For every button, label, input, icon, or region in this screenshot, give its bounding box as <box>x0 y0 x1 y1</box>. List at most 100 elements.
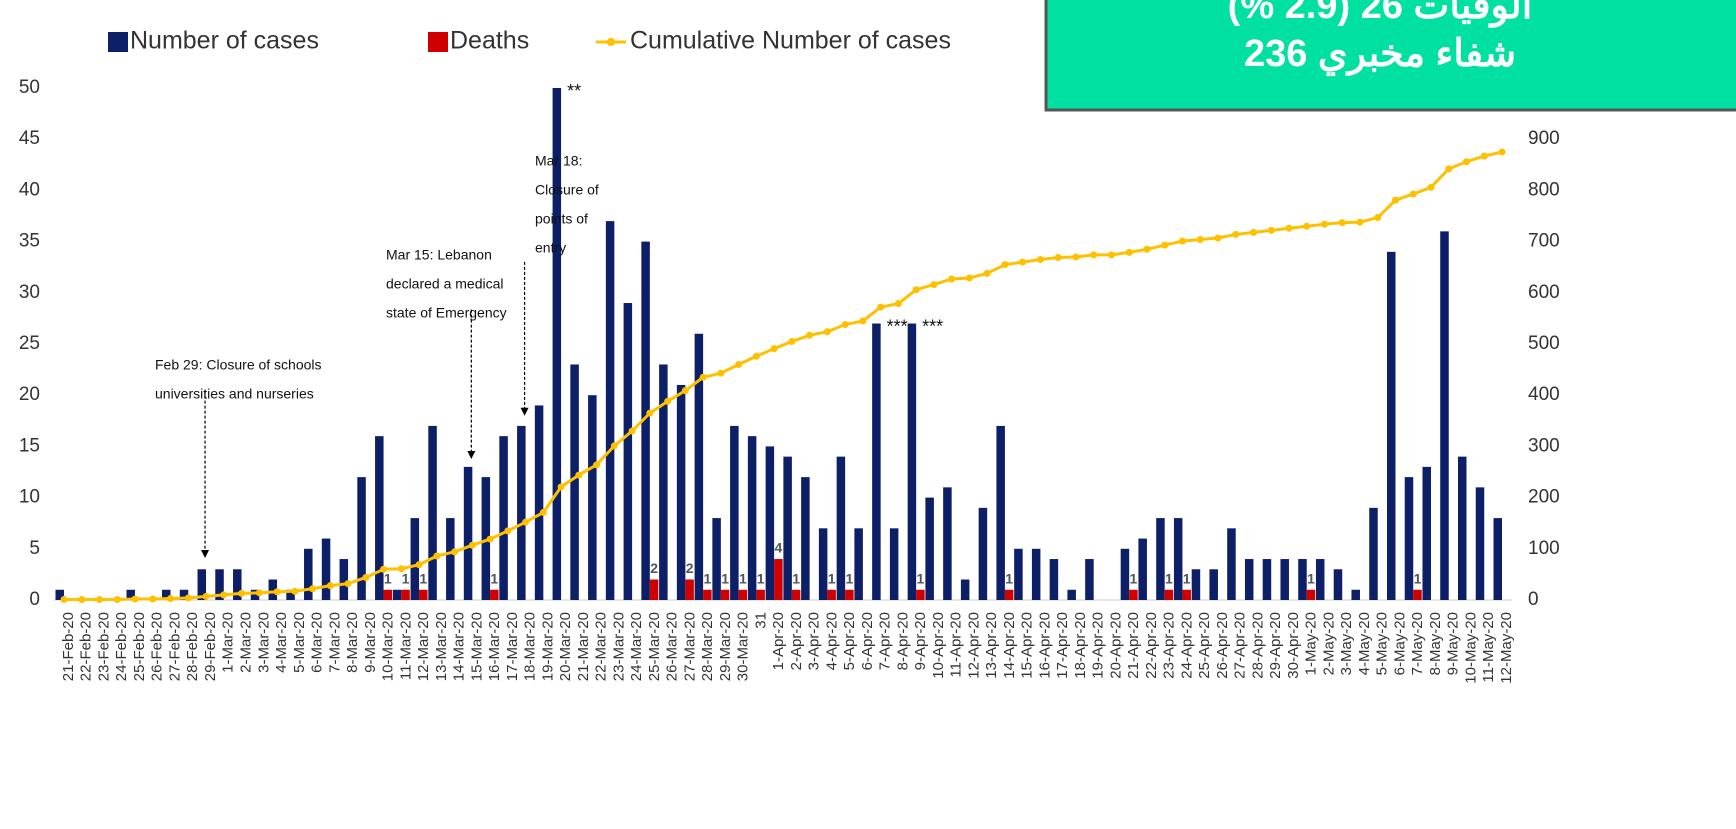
x-tick-label: 6-Apr-20 <box>859 612 876 670</box>
bar <box>1493 518 1502 600</box>
line-marker <box>1178 237 1186 245</box>
x-tick-label: 26-Mar-20 <box>664 612 681 681</box>
data-label: 1 <box>1130 570 1138 586</box>
data-label: 1 <box>1307 570 1315 586</box>
line-marker <box>1480 152 1488 160</box>
bar <box>419 589 428 600</box>
line-marker <box>912 286 920 294</box>
line-marker <box>131 595 139 603</box>
line-marker <box>380 565 388 573</box>
x-tick-label: 8-Mar-20 <box>344 612 361 673</box>
line-marker <box>78 595 86 603</box>
bar <box>1386 251 1396 600</box>
bar <box>1031 548 1041 600</box>
bar <box>649 579 659 600</box>
bar <box>641 241 650 600</box>
x-tick-label: 23-Feb-20 <box>95 612 112 681</box>
x-tick-label: 2-Mar-20 <box>237 612 254 673</box>
bar <box>1413 589 1422 600</box>
annotation-arrowhead <box>520 407 529 416</box>
y-tick-label: 25 <box>19 333 40 354</box>
bar <box>1164 589 1174 600</box>
y-tick-label: 5 <box>29 538 40 559</box>
annotation: Closure of <box>535 182 599 198</box>
bar <box>1280 559 1289 600</box>
x-tick-label: 22-Apr-20 <box>1143 612 1160 679</box>
x-tick-label: 25-Feb-20 <box>131 612 148 681</box>
x-tick-label: 17-Apr-20 <box>1054 612 1071 679</box>
line-marker <box>593 461 601 469</box>
line-marker <box>1143 245 1151 253</box>
y-tick-label: 35 <box>19 231 40 252</box>
data-label: 1 <box>757 570 765 586</box>
bar <box>605 221 615 600</box>
bar <box>490 589 499 600</box>
data-label: 1 <box>792 570 800 586</box>
x-tick-label: 27-Mar-20 <box>681 612 698 681</box>
bar <box>321 538 331 600</box>
bar <box>250 589 260 600</box>
bar <box>1129 589 1138 600</box>
x-tick-label: 9-Mar-20 <box>362 612 379 673</box>
bar <box>1351 589 1360 600</box>
x-tick-label: 7-Apr-20 <box>877 612 894 670</box>
x-tick-label: 28-Feb-20 <box>184 612 201 681</box>
line-marker <box>149 595 157 603</box>
line-marker <box>273 588 281 596</box>
bar <box>339 559 349 600</box>
y2-tick-label: 900 <box>1528 128 1560 149</box>
legend-swatch <box>108 32 128 52</box>
bar <box>233 569 242 600</box>
x-tick-label: 17-Mar-20 <box>504 612 521 681</box>
line-marker <box>610 442 618 450</box>
y-tick-label: 20 <box>19 384 40 405</box>
bar <box>1306 589 1316 600</box>
line-marker <box>60 595 68 603</box>
y-tick-label: 15 <box>19 435 40 456</box>
x-tick-label: 3-May-20 <box>1338 612 1355 675</box>
line-marker <box>1196 236 1204 244</box>
bar <box>960 579 970 600</box>
line-marker <box>575 471 583 479</box>
x-tick-label: 18-Mar-20 <box>522 612 539 681</box>
bar <box>1173 518 1183 600</box>
line-marker <box>1107 251 1115 259</box>
x-tick-label: 21-Feb-20 <box>60 612 77 681</box>
bar <box>1067 589 1076 600</box>
line-marker <box>1054 253 1062 261</box>
x-tick-label: 1-Mar-20 <box>220 612 237 673</box>
x-tick-label: 10-May-20 <box>1462 612 1479 684</box>
bar <box>588 395 597 600</box>
x-tick-label: 14-Mar-20 <box>451 612 468 681</box>
bar <box>738 589 748 600</box>
annotation-mark: ** <box>567 81 581 101</box>
line-marker <box>202 592 210 600</box>
x-tick-label: 26-Feb-20 <box>149 612 166 681</box>
line-marker <box>770 345 778 353</box>
x-tick-label: 4-Mar-20 <box>273 612 290 673</box>
line-marker <box>664 397 672 405</box>
line-marker <box>1214 234 1222 242</box>
annotation: declared a medical <box>386 276 504 292</box>
line-marker <box>309 585 317 593</box>
bar <box>357 477 366 600</box>
bar <box>1014 548 1023 600</box>
x-tick-label: 12-Mar-20 <box>415 612 432 681</box>
bar <box>730 425 739 600</box>
y-tick-label: 45 <box>19 128 40 149</box>
line-marker <box>326 582 334 590</box>
x-tick-label: 27-Apr-20 <box>1232 612 1249 679</box>
line-marker <box>1374 214 1382 222</box>
line-marker <box>184 594 192 602</box>
bar <box>756 589 765 600</box>
x-tick-label: 8-Apr-20 <box>894 612 911 670</box>
x-tick-label: 30-Mar-20 <box>735 612 752 681</box>
line-marker <box>1232 230 1240 238</box>
bar <box>162 589 171 600</box>
data-label: 1 <box>916 570 924 586</box>
bar <box>845 589 854 600</box>
line-marker <box>167 594 175 602</box>
bar <box>534 405 544 600</box>
line-marker <box>1285 224 1293 232</box>
